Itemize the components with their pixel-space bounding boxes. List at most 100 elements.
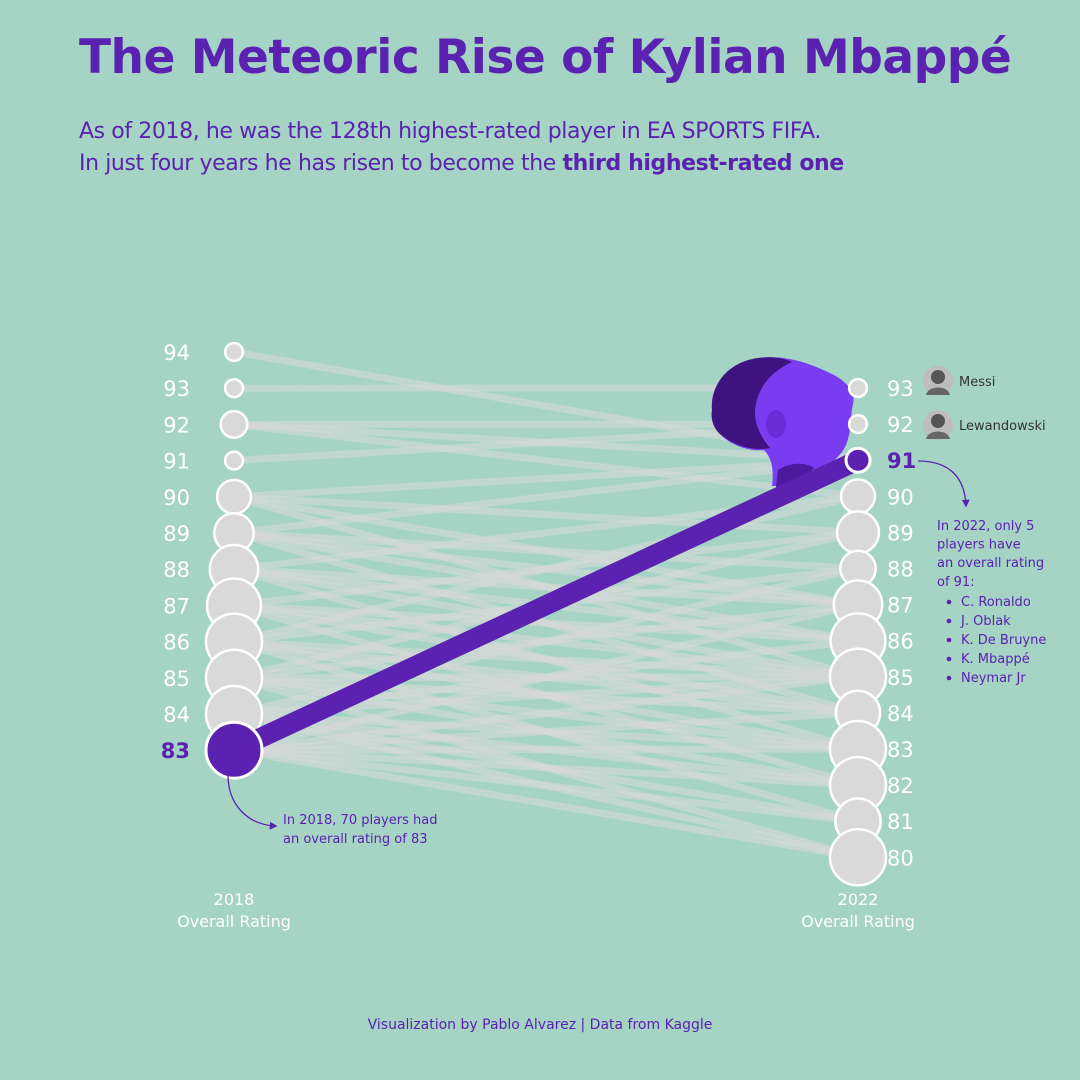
right-annotation-list-item: C. Ronaldo xyxy=(961,595,1031,610)
connection-line xyxy=(230,601,862,645)
left-tick-label: 94 xyxy=(163,341,190,365)
right-annotation-arrow xyxy=(917,460,970,508)
player-name: Messi xyxy=(959,375,995,390)
left-tick-label: 92 xyxy=(163,413,190,437)
connection-line xyxy=(230,746,862,861)
avatar-body-shape xyxy=(926,431,950,439)
right-tick-label: 86 xyxy=(887,630,914,654)
right-node-92 xyxy=(847,413,869,435)
right-annotation-line: players have xyxy=(937,538,1021,553)
footer-credit: Visualization by Pablo Alvarez | Data fr… xyxy=(367,1017,713,1033)
avatar-head-shape xyxy=(931,414,945,428)
list-bullet xyxy=(946,656,952,662)
left-annotation-arrow xyxy=(227,774,278,830)
left-tick-label: 90 xyxy=(163,486,190,510)
connection-line xyxy=(230,565,862,718)
left-tick-label: 89 xyxy=(163,522,190,546)
subtitle-line-2: In just four years he has risen to becom… xyxy=(79,148,1059,180)
connection-line xyxy=(230,529,862,572)
player-name: Lewandowski xyxy=(959,419,1046,434)
list-bullet xyxy=(946,599,952,605)
subtitle-line-2-bold: third highest-rated one xyxy=(562,151,845,176)
right-tick-label: 93 xyxy=(887,377,914,401)
right-tick-label: 90 xyxy=(887,485,914,509)
subtitle-line-1: As of 2018, he was the 128th highest-rat… xyxy=(79,119,821,144)
left-nodes xyxy=(204,341,264,744)
right-nodes xyxy=(828,377,888,887)
left-tick-label: 83 xyxy=(161,739,190,763)
right-node-93 xyxy=(847,377,869,399)
left-axis-title-year: 2018 xyxy=(214,890,255,909)
chart-subtitle: As of 2018, he was the 128th highest-rat… xyxy=(79,116,1059,180)
left-tick-label: 85 xyxy=(163,667,190,691)
right-annotation-list-item: Neymar Jr xyxy=(961,671,1026,686)
right-axis-title-year: 2022 xyxy=(838,890,879,909)
list-bullet xyxy=(946,618,952,624)
left-node-94 xyxy=(223,341,245,363)
player-label: Lewandowski xyxy=(923,410,1046,440)
left-tick-label: 87 xyxy=(163,594,190,618)
list-bullet xyxy=(946,675,952,681)
left-node-91 xyxy=(223,450,245,471)
highlight-group xyxy=(204,446,872,780)
right-tick-label: 82 xyxy=(887,774,914,798)
right-annotation-list-item: K. Mbappé xyxy=(961,652,1030,667)
connection-line xyxy=(230,420,862,500)
right-tick-label: 87 xyxy=(887,594,914,618)
left-tick-label: 91 xyxy=(163,450,190,474)
right-axis-title-label: Overall Rating xyxy=(801,912,915,931)
right-tick-label: 88 xyxy=(887,558,914,582)
right-annotation-list-item: J. Oblak xyxy=(960,614,1011,629)
left-annotation-line-1: In 2018, 70 players had xyxy=(283,813,437,828)
connection-line xyxy=(230,492,862,646)
connection-line xyxy=(230,673,862,754)
right-node-90 xyxy=(839,478,877,515)
connection-line xyxy=(230,456,862,501)
right-tick-label: 84 xyxy=(887,702,914,726)
highlight-node-right xyxy=(844,446,872,474)
connection-line xyxy=(230,456,862,537)
player-labels: Messi Lewandowski xyxy=(923,366,1046,440)
connection-line xyxy=(230,493,862,536)
left-tick-label: 88 xyxy=(163,558,190,582)
highlight-line xyxy=(229,451,863,760)
left-node-90 xyxy=(215,478,253,515)
right-annotation: In 2022, only 5 players have an overall ra… xyxy=(937,519,1046,686)
left-tick-label: 86 xyxy=(163,631,190,655)
connection-line xyxy=(230,601,862,754)
right-annotation-line: In 2022, only 5 xyxy=(937,519,1034,534)
left-annotation-line-2: an overall rating of 83 xyxy=(283,832,428,847)
mbappe-silhouette-icon xyxy=(711,357,854,487)
right-annotation-list-item: K. De Bruyne xyxy=(961,633,1046,648)
right-annotation-line: of 91: xyxy=(937,575,975,590)
connection-line xyxy=(230,709,862,754)
right-tick-label: 85 xyxy=(887,666,914,690)
right-node-89 xyxy=(835,510,881,555)
right-tick-label: 80 xyxy=(887,846,914,870)
right-tick-label: 91 xyxy=(887,449,916,473)
connection-line xyxy=(230,638,862,681)
left-node-93 xyxy=(223,378,245,399)
right-tick-label: 89 xyxy=(887,521,914,545)
right-annotation-line: an overall rating xyxy=(937,556,1044,571)
avatar-head-shape xyxy=(931,370,945,384)
left-tick-label: 93 xyxy=(163,377,190,401)
left-node-92 xyxy=(219,409,249,439)
highlight-node-left xyxy=(204,720,264,780)
avatar-body-shape xyxy=(926,387,950,395)
list-bullet xyxy=(946,637,952,643)
chart-title: The Meteoric Rise of Kylian Mbappé xyxy=(79,30,1012,85)
connection-line xyxy=(230,745,862,754)
right-tick-label: 81 xyxy=(887,810,914,834)
tick-labels: 94 93 92 91 90 89 88 87 86 85 84 83 93 92 91 90 89 88 87 86… xyxy=(161,341,916,870)
connection-line xyxy=(230,565,862,609)
right-tick-label: 92 xyxy=(887,413,914,437)
left-tick-label: 84 xyxy=(163,703,190,727)
subtitle-line-2-text: In just four years he has risen to becom… xyxy=(79,151,563,176)
connection-line xyxy=(230,746,862,789)
connection-line xyxy=(230,746,862,825)
right-node-80 xyxy=(828,828,888,887)
left-axis-title-label: Overall Rating xyxy=(177,912,291,931)
right-tick-label: 83 xyxy=(887,738,914,762)
